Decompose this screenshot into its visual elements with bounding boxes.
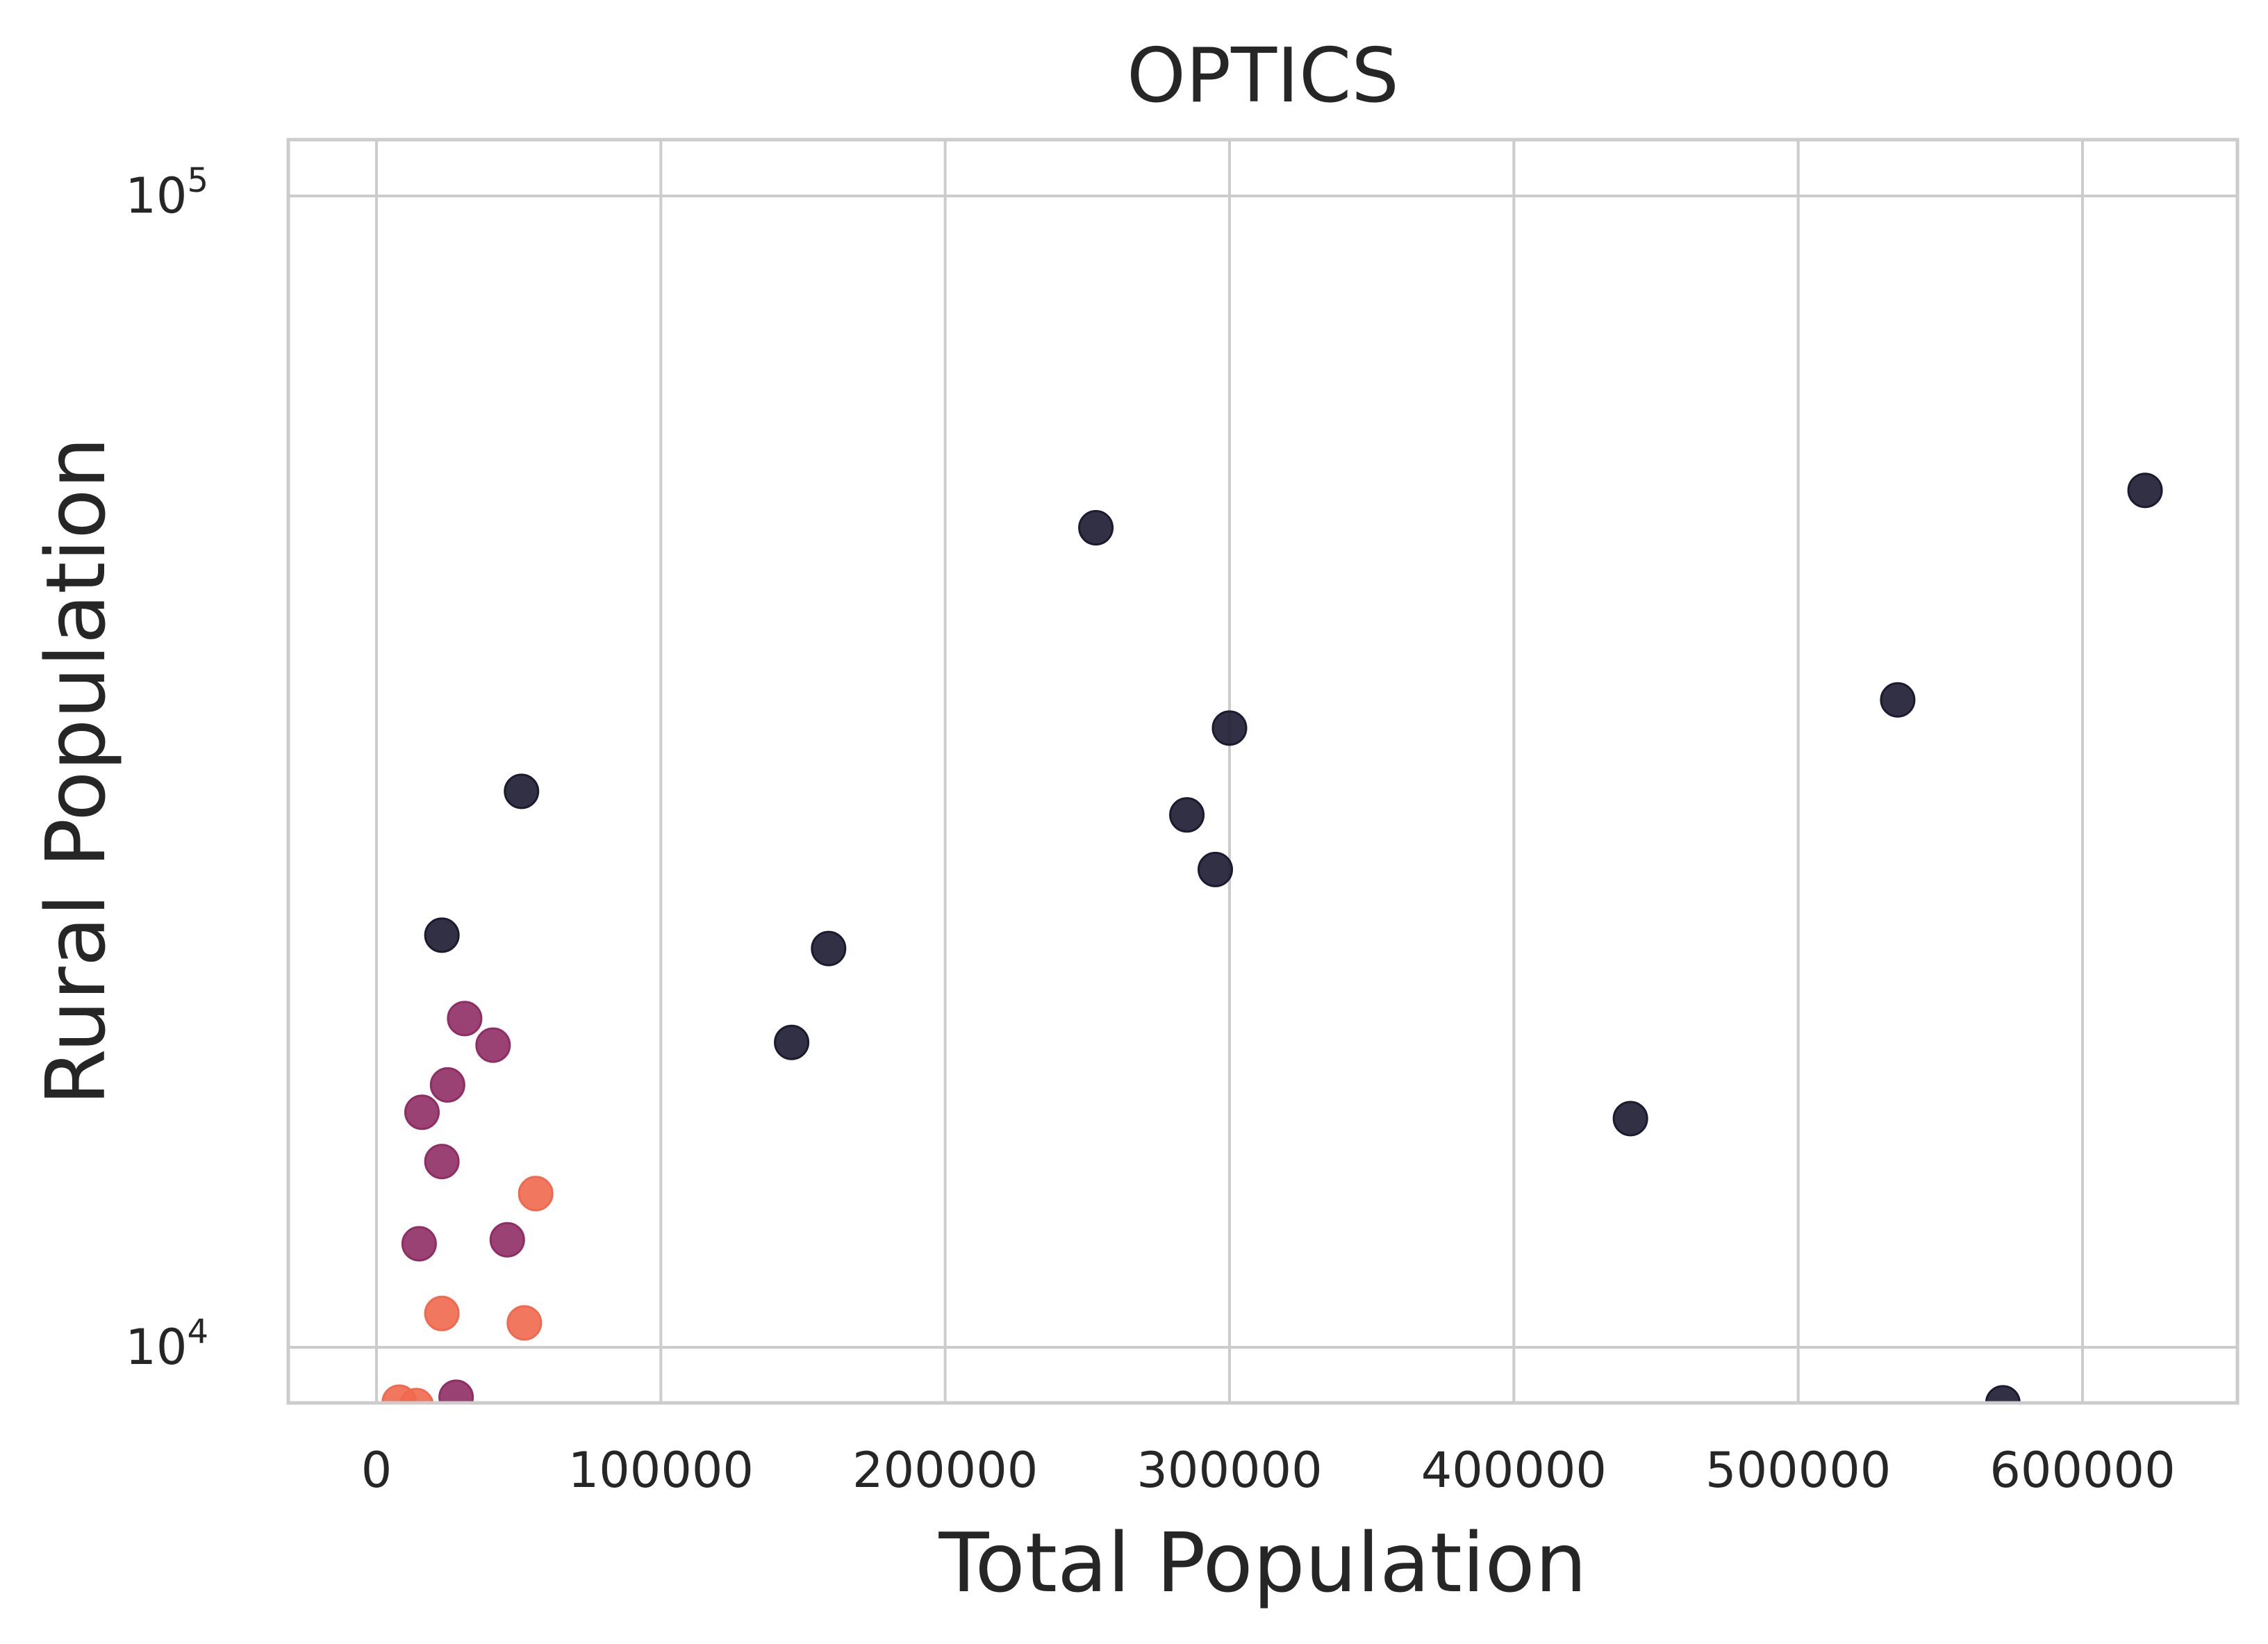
data-point (404, 1094, 440, 1131)
data-point (504, 773, 540, 809)
grid-lines (288, 140, 2237, 1403)
x-tick-label: 500000 (1705, 1442, 1891, 1499)
data-point (1880, 682, 1916, 718)
x-tick-label: 200000 (852, 1442, 1038, 1499)
data-point (506, 1305, 543, 1341)
data-point (424, 1144, 460, 1180)
data-point (1078, 510, 1114, 546)
data-point (429, 1067, 465, 1103)
data-point (1169, 797, 1205, 833)
data-point (1198, 851, 1234, 887)
data-point (438, 1379, 474, 1403)
x-tick-label: 0 (361, 1442, 392, 1499)
x-tick-label: 600000 (1989, 1442, 2175, 1499)
y-tick-label: 104 (125, 1313, 208, 1376)
data-point (489, 1222, 525, 1258)
data-point (1211, 710, 1248, 746)
x-axis-label: Total Population (938, 1515, 1587, 1611)
y-tick-labels: 104 105 (125, 161, 208, 1376)
data-point (447, 1001, 483, 1037)
x-tick-labels: 0 100000 200000 300000 400000 500000 600000 (361, 1442, 2176, 1499)
y-tick-label: 105 (125, 161, 208, 224)
data-point (1612, 1101, 1648, 1137)
data-point (811, 930, 847, 967)
chart-title: OPTICS (1127, 33, 1399, 120)
data-point (399, 1388, 434, 1403)
data-point (475, 1027, 511, 1063)
data-point (2127, 472, 2163, 509)
data-point (424, 917, 460, 953)
data-point (424, 1295, 460, 1331)
data-points (381, 472, 2163, 1403)
data-point (401, 1226, 437, 1262)
x-tick-label: 300000 (1136, 1442, 1322, 1499)
x-tick-label: 100000 (568, 1442, 754, 1499)
plot-frame (286, 138, 2240, 1405)
x-tick-label: 400000 (1421, 1442, 1607, 1499)
data-point (774, 1024, 810, 1060)
y-axis-label: Rural Population (28, 437, 124, 1106)
data-point (518, 1176, 554, 1212)
